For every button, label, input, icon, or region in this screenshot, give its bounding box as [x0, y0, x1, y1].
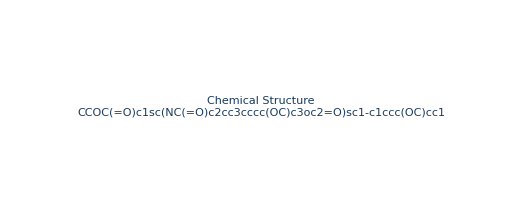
Text: Chemical Structure
CCOC(=O)c1sc(NC(=O)c2cc3cccc(OC)c3oc2=O)sc1-c1ccc(OC)cc1: Chemical Structure CCOC(=O)c1sc(NC(=O)c2… [77, 96, 445, 117]
